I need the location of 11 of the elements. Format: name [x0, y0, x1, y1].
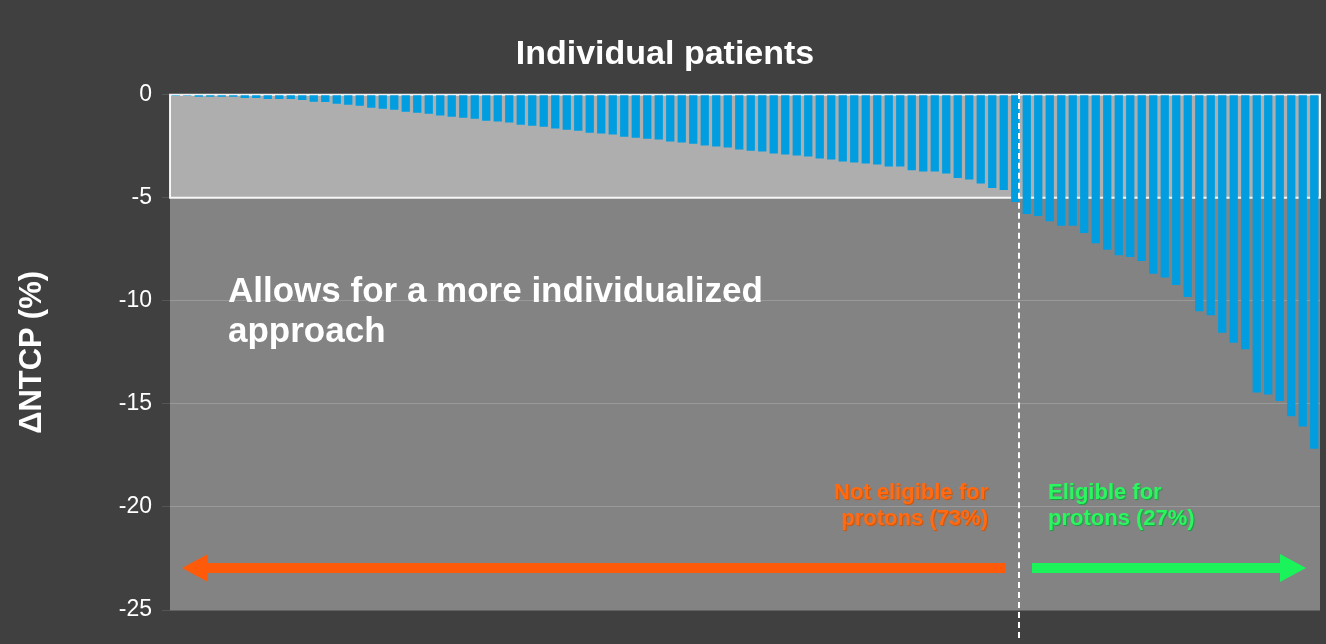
- y-tick-label: 0: [139, 80, 152, 107]
- annotation: Not eligible for protons (73%): [833, 479, 988, 531]
- y-tick-label: -20: [118, 492, 152, 519]
- annotation: Eligible for protons (27%): [1048, 479, 1196, 531]
- y-tick-label: -25: [118, 595, 152, 622]
- y-axis-title: ΔNTCP (%): [13, 270, 49, 434]
- annotation: Allows for a more individualized approach: [228, 270, 764, 350]
- y-tick-label: -5: [131, 183, 152, 210]
- chart-title: Individual patients: [515, 32, 815, 71]
- y-tick-label: -15: [118, 389, 152, 416]
- y-tick-label: -10: [118, 286, 152, 313]
